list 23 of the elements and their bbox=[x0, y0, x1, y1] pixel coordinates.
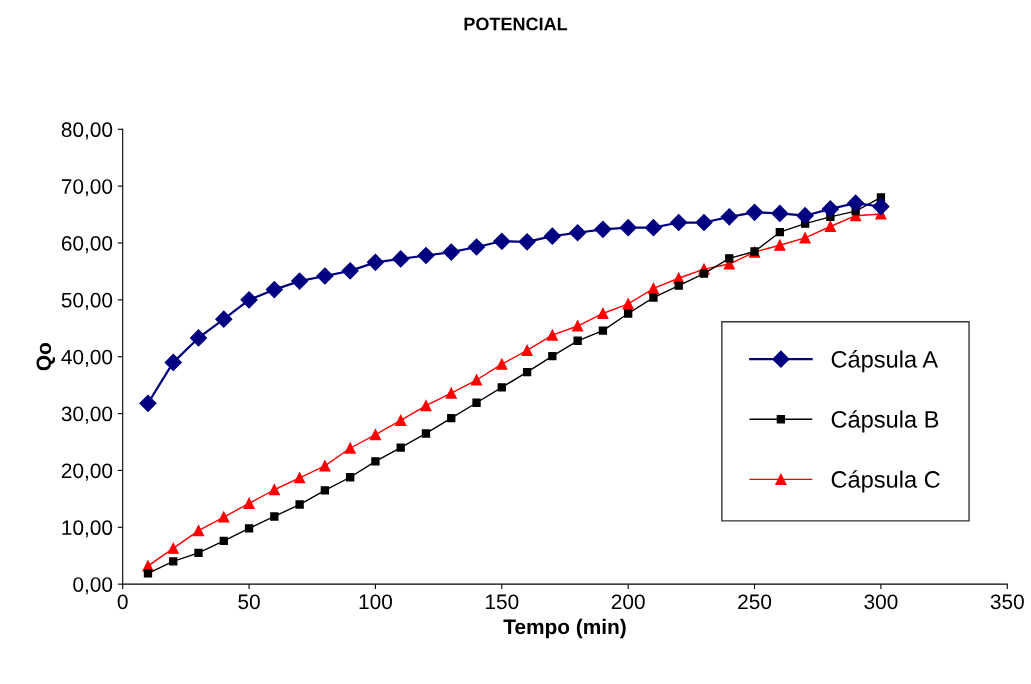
y-tick-label: 70,00 bbox=[61, 179, 113, 197]
y-axis-title: Qo bbox=[36, 343, 56, 371]
x-tick-label: 200 bbox=[611, 594, 645, 610]
x-tick-label: 150 bbox=[486, 594, 519, 610]
y-tick-label: 80,00 bbox=[61, 122, 113, 140]
y-tick-label: 40,00 bbox=[61, 349, 113, 367]
chart-title: POTENCIAL bbox=[464, 17, 568, 31]
y-tick-label: 10,00 bbox=[62, 520, 113, 538]
legend-label: Cápsula C bbox=[831, 470, 940, 493]
x-tick-label: 100 bbox=[359, 594, 392, 610]
y-tick-label: 0,00 bbox=[73, 577, 113, 595]
x-axis-title: Tempo (min) bbox=[503, 618, 626, 639]
legend-label: Cápsula B bbox=[831, 410, 939, 433]
y-tick-label: 60,00 bbox=[61, 235, 113, 254]
y-tick-label: 50,00 bbox=[61, 292, 113, 311]
legend-label: Cápsula A bbox=[831, 350, 939, 373]
x-tick-label: 50 bbox=[238, 594, 260, 610]
x-tick-label: 250 bbox=[738, 594, 772, 610]
x-tick-label: 300 bbox=[864, 594, 898, 610]
x-tick-label: 350 bbox=[990, 594, 1024, 610]
x-tick-label: 0 bbox=[117, 594, 128, 610]
y-tick-label: 30,00 bbox=[61, 406, 113, 424]
y-tick-label: 20,00 bbox=[61, 463, 113, 481]
